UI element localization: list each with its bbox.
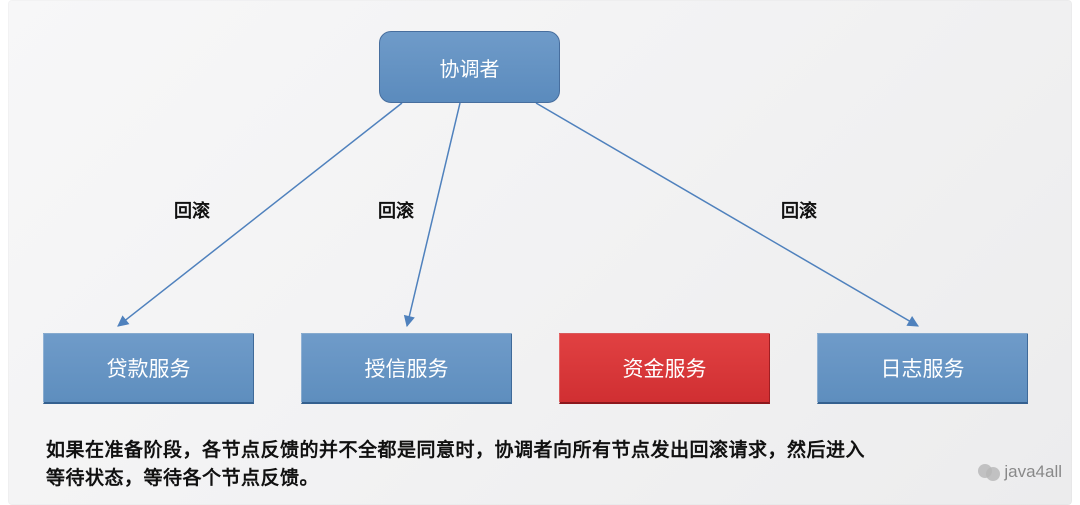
service-node-loan: 贷款服务 <box>43 333 254 404</box>
edge-label-log: 回滚 <box>781 197 817 223</box>
coordinator-node: 协调者 <box>379 31 560 103</box>
caption-line2: 等待状态，等待各个节点反馈。 <box>46 468 319 489</box>
edge-label-loan: 回滚 <box>174 197 210 223</box>
diagram-stage: 协调者 贷款服务授信服务资金服务日志服务 回滚 回滚 回滚 如果在准备阶段，各节点反… <box>0 0 1080 505</box>
wechat-icon <box>978 461 1000 483</box>
service-node-fund: 资金服务 <box>559 333 770 404</box>
watermark: java4all <box>978 461 1062 483</box>
caption-text: 如果在准备阶段，各节点反馈的并不全都是同意时，协调者向所有节点发出回滚请求，然后… <box>46 437 950 492</box>
caption-line1: 如果在准备阶段，各节点反馈的并不全都是同意时，协调者向所有节点发出回滚请求，然后… <box>46 440 865 461</box>
service-node-credit: 授信服务 <box>301 333 512 404</box>
edge-label-credit: 回滚 <box>378 197 414 223</box>
service-node-log: 日志服务 <box>817 333 1028 404</box>
watermark-text: java4all <box>1004 462 1062 482</box>
